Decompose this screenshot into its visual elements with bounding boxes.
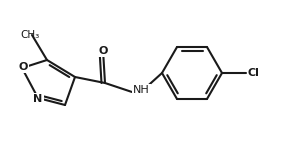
- Text: O: O: [18, 62, 28, 72]
- Text: Cl: Cl: [247, 68, 259, 78]
- Text: N: N: [33, 94, 43, 104]
- Text: NH: NH: [133, 85, 150, 95]
- Text: CH₃: CH₃: [20, 30, 40, 40]
- Text: O: O: [98, 46, 108, 56]
